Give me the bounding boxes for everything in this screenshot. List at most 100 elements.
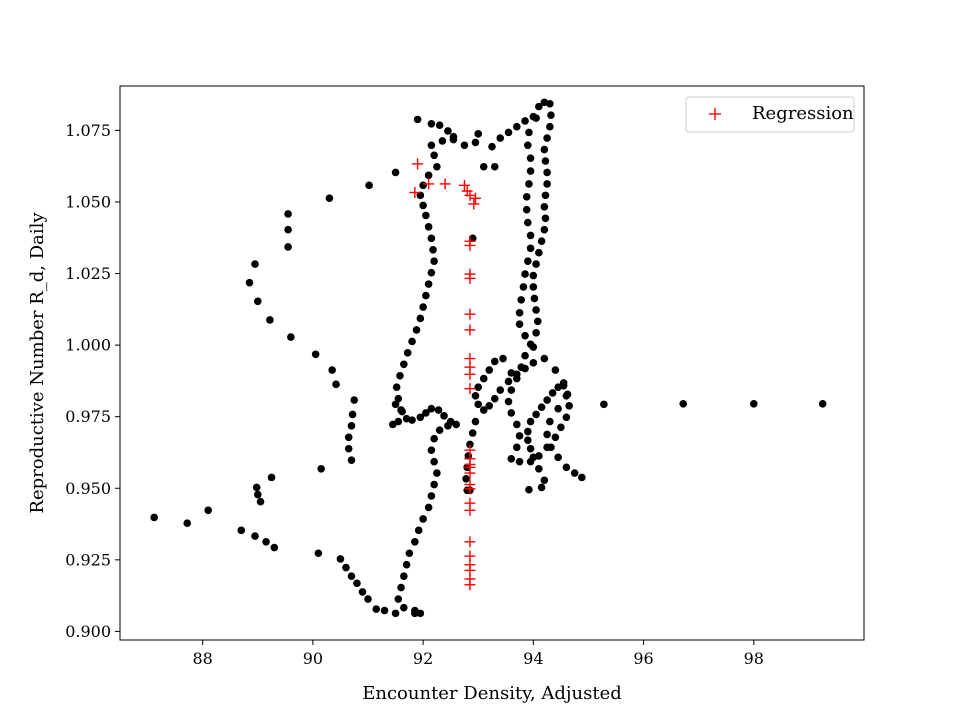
regression-point	[464, 579, 476, 591]
y-tick-label: 1.050	[65, 192, 111, 211]
observed-point	[429, 245, 437, 254]
regression-point	[423, 178, 435, 190]
observed-point	[364, 595, 372, 603]
observed-point	[471, 417, 480, 426]
observed-point	[471, 138, 480, 147]
observed-point	[543, 396, 551, 404]
observed-point	[434, 406, 443, 414]
observed-point	[245, 278, 254, 287]
observed-point	[496, 134, 505, 142]
observed-point	[513, 122, 521, 131]
observed-point	[543, 180, 551, 188]
observed-point	[444, 422, 452, 430]
x-tick-label: 96	[633, 649, 653, 668]
observed-point	[529, 271, 538, 280]
observed-point	[347, 456, 356, 465]
observed-point	[413, 115, 422, 124]
observed-point	[554, 404, 562, 413]
observed-point	[522, 193, 531, 201]
regression-point	[409, 187, 421, 199]
observed-point	[570, 469, 579, 477]
observed-point	[350, 396, 359, 404]
observed-point	[530, 294, 539, 303]
observed-point	[419, 181, 427, 190]
observed-point	[253, 297, 262, 306]
observed-point	[517, 296, 526, 304]
y-tick-label: 0.900	[65, 622, 111, 641]
observed-point	[496, 386, 505, 394]
observed-point	[537, 403, 546, 412]
observed-point	[526, 444, 535, 453]
observed-point	[541, 157, 550, 165]
regression-point	[468, 198, 480, 210]
observed-point	[438, 137, 447, 145]
x-axis-ticks: 88 90 92 94 96 98	[192, 640, 764, 668]
observed-point	[394, 595, 403, 603]
y-tick-label: 0.975	[65, 407, 111, 426]
observed-point	[565, 402, 573, 410]
observed-point	[344, 433, 353, 442]
observed-point	[270, 543, 279, 552]
observed-point	[397, 583, 405, 592]
observed-point	[284, 243, 292, 251]
observed-point	[402, 560, 411, 569]
observed-point	[562, 463, 571, 472]
observed-point	[430, 480, 438, 489]
observed-point	[317, 464, 325, 473]
observed-point	[427, 234, 436, 243]
legend: Regression	[685, 96, 855, 133]
observed-point	[578, 473, 586, 482]
observed-point	[253, 490, 262, 499]
observed-point	[546, 99, 554, 108]
observed-point	[452, 420, 460, 429]
observed-point	[204, 506, 212, 515]
observed-point	[251, 532, 259, 540]
observed-point	[540, 145, 549, 154]
observed-point	[342, 563, 350, 572]
observed-point	[314, 549, 323, 558]
observed-point	[416, 314, 425, 323]
observed-point	[462, 475, 470, 483]
observed-point	[414, 526, 423, 535]
observed-point	[547, 111, 555, 120]
x-tick-label: 92	[413, 649, 433, 668]
observed-point	[537, 483, 546, 492]
regression-point	[464, 272, 476, 284]
marks-layer	[150, 98, 827, 618]
observed-point	[521, 351, 529, 360]
observed-point	[526, 244, 535, 253]
observed-point	[554, 383, 562, 391]
observed-point	[521, 331, 529, 340]
regression-point	[464, 324, 476, 336]
observed-point	[515, 308, 524, 317]
observed-point	[267, 473, 276, 482]
observed-point	[430, 151, 438, 160]
observed-point	[392, 383, 401, 391]
observed-point	[479, 406, 488, 414]
observed-point	[433, 469, 441, 477]
observed-point	[328, 366, 336, 374]
observed-point	[474, 400, 483, 409]
observed-point	[466, 440, 474, 449]
observed-point	[679, 399, 688, 408]
observed-point	[546, 122, 554, 131]
observed-point	[507, 409, 516, 417]
observed-point	[526, 340, 535, 349]
observed-point	[519, 283, 528, 291]
observed-point	[521, 364, 529, 373]
regression-point	[464, 368, 476, 380]
observed-point	[427, 404, 436, 413]
observed-point	[532, 410, 540, 419]
observed-point	[513, 370, 521, 379]
observed-point	[430, 434, 438, 443]
observed-point	[444, 127, 452, 135]
observed-point	[150, 513, 158, 522]
observed-point	[488, 142, 496, 151]
observed-point	[540, 476, 549, 485]
observed-point	[284, 210, 292, 218]
observed-point	[490, 357, 499, 366]
observed-point	[430, 257, 438, 266]
observed-point	[468, 429, 477, 437]
observed-point	[398, 407, 406, 416]
observed-point	[400, 360, 408, 369]
